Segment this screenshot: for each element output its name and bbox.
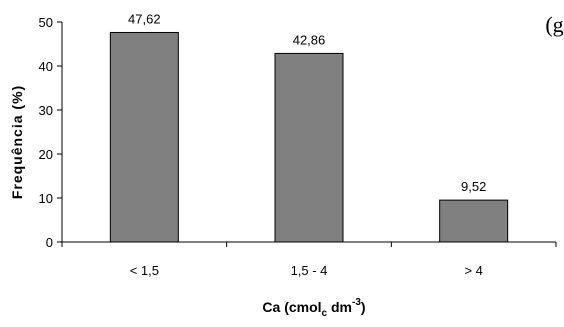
x-axis-ticks: < 1,5 1,5 - 4 > 4 xyxy=(61,242,557,278)
y-tick-label: 20 xyxy=(39,147,53,162)
bar xyxy=(109,31,179,243)
bar xyxy=(274,52,344,243)
x-category-label: 1,5 - 4 xyxy=(291,263,328,278)
y-axis-title: Frequência (%) xyxy=(9,85,25,199)
y-tick-label: 50 xyxy=(39,15,53,30)
x-axis-title-base: Ca (cmol xyxy=(262,299,321,315)
bar-value-label: 9,52 xyxy=(461,179,486,194)
x-category-label: < 1,5 xyxy=(130,263,159,278)
x-axis-title-superscript: -3 xyxy=(352,297,361,308)
x-axis-title: Ca (cmolc dm-3) xyxy=(262,297,365,319)
bar-value-label: 42,86 xyxy=(293,32,326,47)
data-labels: 47,62 42,86 9,52 xyxy=(128,11,486,194)
panel-label: (g) xyxy=(545,12,564,37)
y-axis-ticks: 0 10 20 30 40 50 xyxy=(39,15,62,250)
x-axis-title-middle: dm xyxy=(327,299,352,315)
x-axis-title-subscript: c xyxy=(322,308,328,319)
bar xyxy=(439,199,509,243)
bars xyxy=(109,31,509,243)
x-axis-title-end: ) xyxy=(361,299,366,315)
y-tick-label: 40 xyxy=(39,59,53,74)
y-tick-label: 0 xyxy=(46,235,53,250)
y-tick-label: 10 xyxy=(39,191,53,206)
y-tick-label: 30 xyxy=(39,103,53,118)
x-category-label: > 4 xyxy=(464,263,482,278)
bar-value-label: 47,62 xyxy=(128,11,161,26)
